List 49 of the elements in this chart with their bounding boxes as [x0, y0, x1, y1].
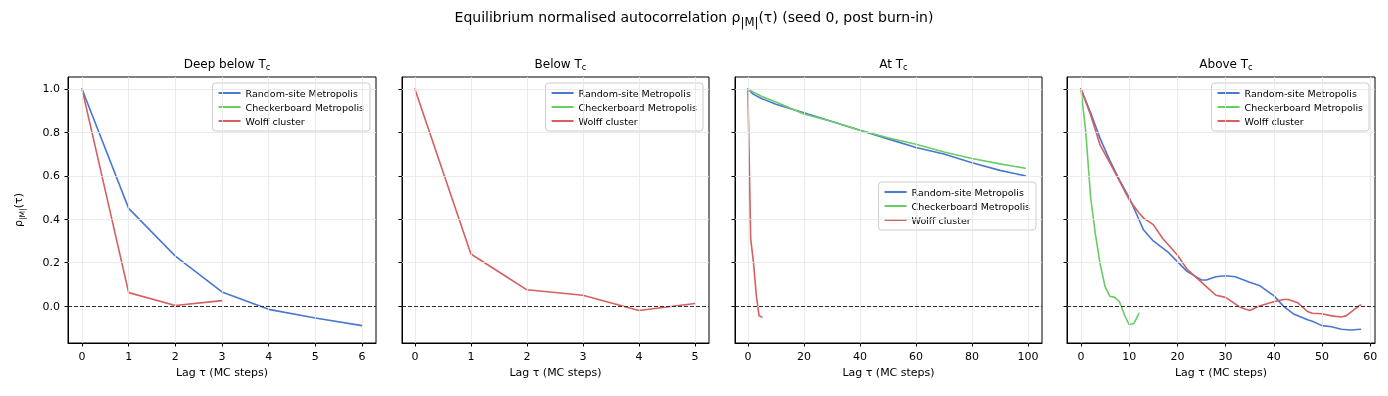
- legend-label: Checkerboard Metropolis: [245, 101, 365, 113]
- legend-label: Random-site Metropolis: [245, 87, 358, 99]
- legend-label: Wolff cluster: [245, 115, 305, 127]
- legend-label: Random-site Metropolis: [1244, 87, 1357, 99]
- y-tick-label: 0.0: [42, 299, 60, 313]
- x-tick-label: 5: [691, 350, 699, 363]
- y-tick-label: 0.4: [42, 212, 60, 226]
- legend-label: Wolff cluster: [578, 115, 638, 127]
- x-tick-label: 20: [1170, 350, 1185, 363]
- x-tick-label: 5: [311, 350, 319, 363]
- x-tick-label: 0: [78, 350, 86, 363]
- text: Equilibrium normalised autocorrelation ρ$_{|M|}$(τ) (seed 0, post burn-in): [453, 9, 935, 29]
- x-tick-label: 2: [523, 350, 531, 363]
- legend-label: Checkerboard Metropolis: [578, 101, 698, 113]
- x-axis-title: Lag τ (MC steps): [175, 366, 269, 379]
- x-axis-title: Lag τ (MC steps): [1174, 366, 1268, 379]
- x-tick-label: 100: [1017, 350, 1039, 363]
- x-tick-label: 40: [1266, 350, 1281, 363]
- x-tick-label: 10: [1122, 350, 1137, 363]
- x-axis-title: Lag τ (MC steps): [509, 366, 602, 379]
- legend-label: Random-site Metropolis: [578, 87, 691, 99]
- x-tick-label: 1: [125, 350, 133, 363]
- legend-label: Wolff cluster: [1244, 115, 1304, 127]
- y-tick-label: 0.6: [42, 169, 60, 183]
- x-tick-label: 30: [1218, 350, 1233, 363]
- x-tick-label: 3: [218, 350, 226, 363]
- x-tick-label: 3: [579, 350, 587, 363]
- y-tick-label: 0.2: [42, 256, 60, 270]
- x-tick-label: 0: [1077, 350, 1085, 363]
- x-tick-label: 20: [796, 350, 811, 363]
- x-tick-label: 1: [467, 350, 475, 363]
- x-tick-label: 80: [964, 350, 979, 363]
- x-tick-label: 4: [635, 350, 643, 363]
- x-tick-label: 60: [908, 350, 923, 363]
- legend-label: Checkerboard Metropolis: [1244, 101, 1364, 113]
- x-tick-label: 0: [744, 350, 752, 363]
- x-tick-label: 50: [1314, 350, 1329, 363]
- x-tick-label: 6: [358, 350, 366, 363]
- x-tick-label: 4: [265, 350, 273, 363]
- legend-label: Checkerboard Metropolis: [911, 200, 1031, 212]
- x-tick-label: 60: [1363, 350, 1378, 363]
- x-axis-title: Lag τ (MC steps): [842, 366, 935, 379]
- x-tick-label: 2: [171, 350, 179, 363]
- y-tick-label: 1.0: [42, 82, 60, 96]
- legend-label: Wolff cluster: [911, 214, 971, 226]
- y-tick-label: 0.8: [42, 125, 60, 139]
- legend-label: Random-site Metropolis: [911, 186, 1024, 198]
- x-tick-label: 40: [852, 350, 867, 363]
- x-tick-label: 0: [411, 350, 419, 363]
